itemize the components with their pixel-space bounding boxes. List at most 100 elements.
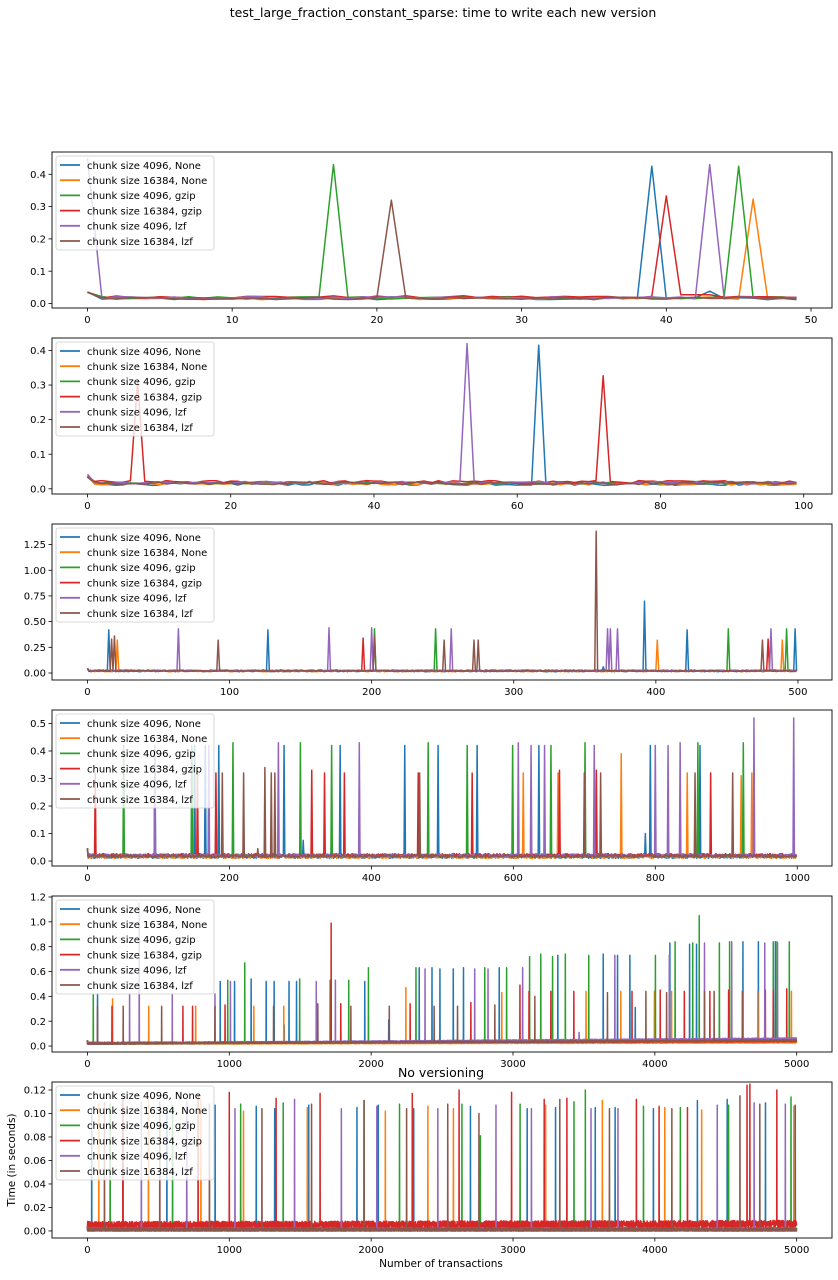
legend-entry: chunk size 16384, lzf — [60, 1167, 193, 1178]
legend: chunk size 4096, None chunk size 16384, N… — [55, 899, 215, 995]
legend-entry: chunk size 16384, None — [60, 176, 207, 187]
legend-entry: chunk size 16384, gzip — [60, 950, 202, 961]
x-tick-label: 100 — [794, 501, 813, 512]
x-tick-label: 0 — [84, 315, 90, 326]
x-tick-label: 0 — [84, 1059, 90, 1070]
x-tick-label: 600 — [504, 873, 523, 884]
y-tick-label: 0.3 — [30, 381, 46, 392]
legend-entry: chunk size 4096, lzf — [60, 966, 187, 977]
legend-entry: chunk size 16384, gzip — [60, 764, 202, 775]
x-tick-label: 60 — [511, 501, 524, 512]
x-tick-label: 40 — [368, 501, 381, 512]
y-tick-label: 0.0 — [30, 1042, 46, 1053]
legend-label: chunk size 4096, gzip — [87, 749, 196, 760]
x-tick-label: 2000 — [358, 1245, 383, 1256]
y-tick-label: 0.1 — [30, 267, 46, 278]
plot-area — [86, 902, 798, 1046]
legend-label: chunk size 4096, gzip — [87, 191, 196, 202]
x-tick-label: 200 — [220, 873, 239, 884]
subplot-6-title: No versioning — [398, 1065, 484, 1080]
x-tick-label: 1000 — [217, 1059, 242, 1070]
legend-entry: chunk size 16384, gzip — [60, 392, 202, 403]
x-tick-label: 100 — [220, 687, 239, 698]
legend-label: chunk size 16384, None — [87, 362, 207, 373]
legend-label: chunk size 4096, None — [87, 533, 201, 544]
figure-title: test_large_fraction_constant_sparse: tim… — [230, 5, 657, 20]
legend-label: chunk size 4096, None — [87, 719, 201, 730]
x-tick-label: 1000 — [785, 873, 810, 884]
legend-box — [55, 1085, 215, 1181]
series-line-6 — [86, 1095, 798, 1232]
y-tick-label: 0.0 — [30, 299, 46, 310]
legend-label: chunk size 16384, None — [87, 548, 207, 559]
x-tick-label: 10 — [226, 315, 239, 326]
legend-entry: chunk size 16384, lzf — [60, 981, 193, 992]
x-tick-label: 400 — [362, 873, 381, 884]
y-tick-label: 1.25 — [24, 540, 46, 551]
y-tick-label: 0.4 — [30, 170, 46, 181]
y-tick-label: 0.1 — [30, 450, 46, 461]
legend-label: chunk size 16384, lzf — [87, 423, 193, 434]
x-tick-label: 20 — [224, 501, 237, 512]
legend-label: chunk size 4096, lzf — [87, 966, 187, 977]
y-tick-label: 1.2 — [30, 893, 46, 904]
legend-box — [55, 341, 215, 437]
x-tick-label: 0 — [84, 501, 90, 512]
x-tick-label: 0 — [84, 687, 90, 698]
legend-label: chunk size 4096, lzf — [87, 222, 187, 233]
subplot-4: 0 200 400 600 800 1000 0.0 0.1 0.2 0.3 0.4 0.5 chunk… — [30, 709, 833, 884]
x-tick-label: 3000 — [500, 1245, 525, 1256]
y-tick-label: 0.50 — [24, 617, 46, 628]
y-tick-label: 0.4 — [30, 747, 46, 758]
axes-frame — [51, 337, 833, 495]
y-tick-label: 0.6 — [30, 967, 46, 978]
legend-entry: chunk size 4096, None — [60, 905, 201, 916]
legend-entry: chunk size 4096, gzip — [60, 1121, 196, 1132]
subplot-2: 0 20 40 60 80 100 0.0 0.1 0.2 0.3 0.4 chunk size 40… — [30, 337, 833, 512]
y-tick-label: 0.0 — [30, 484, 46, 495]
legend-box — [55, 899, 215, 995]
legend-label: chunk size 16384, lzf — [87, 1167, 193, 1178]
y-tick-label: 0.3 — [30, 202, 46, 213]
legend-entry: chunk size 16384, None — [60, 548, 207, 559]
series-line-6 — [87, 199, 797, 301]
legend-box — [55, 527, 215, 623]
subplot-3: 0 100 200 300 400 500 0.00 0.25 0.50 0.75 1.00 1.25… — [24, 523, 833, 698]
y-tick-label: 0.12 — [24, 1086, 46, 1097]
legend-entry: chunk size 16384, lzf — [60, 423, 193, 434]
x-tick-label: 400 — [646, 687, 665, 698]
legend-entry: chunk size 4096, lzf — [60, 780, 187, 791]
legend-entry: chunk size 16384, None — [60, 734, 207, 745]
plot-area — [86, 158, 797, 301]
y-tick-label: 0.2 — [30, 1017, 46, 1028]
x-tick-label: 20 — [371, 315, 384, 326]
y-tick-label: 0.25 — [24, 643, 46, 654]
legend-entry: chunk size 16384, gzip — [60, 578, 202, 589]
legend-entry: chunk size 16384, gzip — [60, 1136, 202, 1147]
legend-label: chunk size 4096, lzf — [87, 780, 187, 791]
y-tick-label: 0.1 — [30, 829, 46, 840]
y-tick-label: 0.10 — [24, 1109, 46, 1120]
subplot-6: 0 1000 2000 3000 4000 5000 0.00 0.02 0.04 0.06 0.0… — [24, 1081, 833, 1256]
legend-entry: chunk size 4096, None — [60, 719, 201, 730]
y-tick-label: 0.2 — [30, 802, 46, 813]
legend-entry: chunk size 16384, lzf — [60, 609, 193, 620]
legend-label: chunk size 4096, gzip — [87, 935, 196, 946]
x-tick-label: 30 — [515, 315, 528, 326]
legend: chunk size 4096, None chunk size 16384, N… — [55, 1085, 215, 1181]
legend-label: chunk size 4096, lzf — [87, 594, 187, 605]
axes-frame — [51, 151, 833, 309]
legend-entry: chunk size 4096, lzf — [60, 408, 187, 419]
legend: chunk size 4096, None chunk size 16384, N… — [55, 155, 215, 251]
x-tick-label: 0 — [84, 873, 90, 884]
x-tick-label: 4000 — [642, 1245, 667, 1256]
y-tick-label: 0.2 — [30, 415, 46, 426]
legend-entry: chunk size 4096, None — [60, 1091, 201, 1102]
x-tick-label: 2000 — [358, 1059, 383, 1070]
x-tick-label: 4000 — [642, 1059, 667, 1070]
x-tick-label: 5000 — [784, 1245, 809, 1256]
legend-label: chunk size 16384, lzf — [87, 981, 193, 992]
y-tick-label: 0.75 — [24, 592, 46, 603]
y-tick-label: 0.06 — [24, 1156, 46, 1167]
